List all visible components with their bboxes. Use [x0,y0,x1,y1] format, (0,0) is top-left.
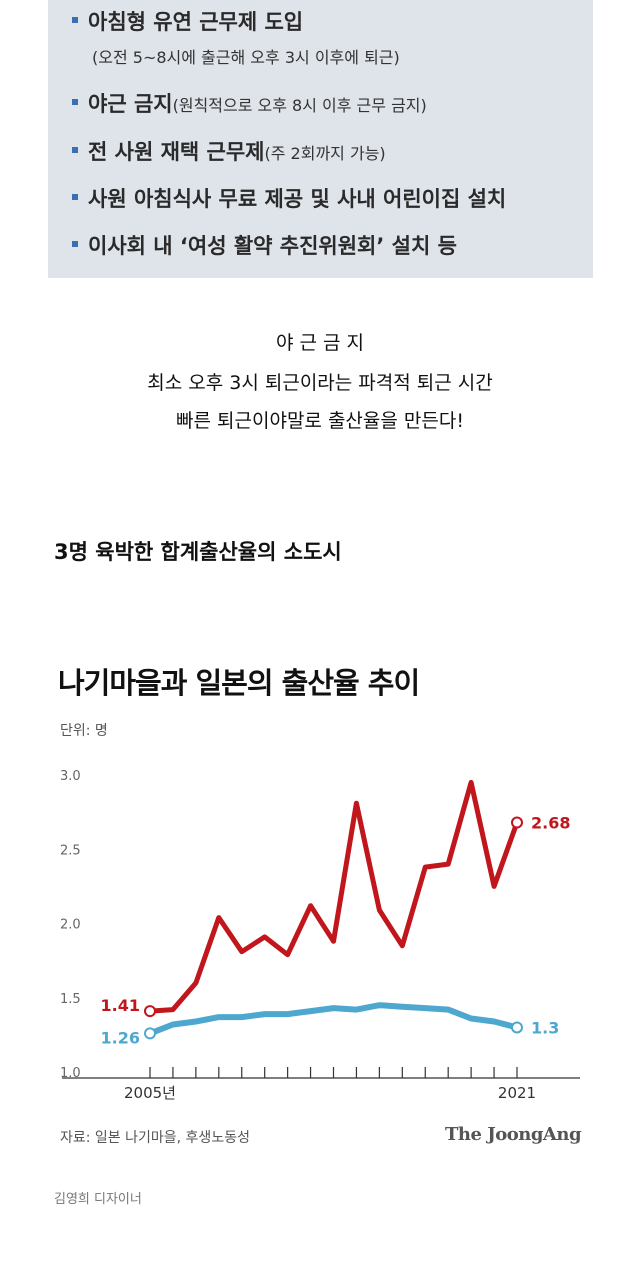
policy-item: 전 사원 재택 근무제(주 2회까지 가능) [72,136,386,166]
bullet-square-icon [72,17,78,23]
designer-credit: 김영희 디자이너 [54,1192,142,1207]
policy-sub-note: (오전 5~8시에 출근해 오후 3시 이후에 퇴근) [92,48,400,67]
policy-box: 아침형 유연 근무제 도입 (오전 5~8시에 출근해 오후 3시 이후에 퇴근… [48,0,593,278]
caption-line-3: 빠른 퇴근이야말로 출산율을 만든다! [176,410,464,432]
end-value-label: 1.3 [531,1018,559,1037]
y-tick-label: 1.0 [60,1066,81,1081]
bullet-square-icon [72,147,78,153]
endpoint-marker [144,1005,156,1018]
japan-line [147,1002,520,1037]
chart-unit: 단위: 명 [60,723,108,739]
policy-item: 이사회 내 ‘여성 활약 추진위원회’ 설치 등 [72,230,457,260]
x-tick-label: 2005년 [124,1084,176,1102]
policy-item: 아침형 유연 근무제 도입 [72,6,303,36]
section-title: 3명 육박한 합계출산율의 소도시 [54,540,342,564]
start-value-label: 1.26 [101,1028,140,1047]
end-value-label: 2.68 [531,814,570,833]
chart-source: 자료: 일본 나기마을, 후생노동성 [60,1130,250,1146]
chart-title: 나기마을과 일본의 출산율 추이 [58,666,420,700]
y-tick-label: 2.0 [60,918,81,933]
bullet-square-icon [72,99,78,105]
nagi-line [147,779,520,1014]
start-value-label: 1.41 [101,996,140,1015]
y-tick-label: 1.5 [60,992,81,1007]
y-tick-label: 2.5 [60,843,81,858]
policy-item: 야근 금지(원칙적으로 오후 8시 이후 근무 금지) [72,88,427,118]
endpoint-marker [511,816,523,829]
caption-line-1: 야 근 금 지 [275,332,365,354]
endpoint-marker [144,1027,156,1040]
caption-line-2: 최소 오후 3시 퇴근이라는 파격적 퇴근 시간 [147,372,493,394]
endpoint-marker [511,1021,523,1034]
policy-item: 사원 아침식사 무료 제공 및 사내 어린이집 설치 [72,183,506,213]
bullet-square-icon [72,194,78,200]
brand-logo: The JoongAng [445,1124,582,1145]
x-tick-label: 2021 [498,1084,536,1102]
bullet-square-icon [72,241,78,247]
y-tick-label: 3.0 [60,769,81,784]
